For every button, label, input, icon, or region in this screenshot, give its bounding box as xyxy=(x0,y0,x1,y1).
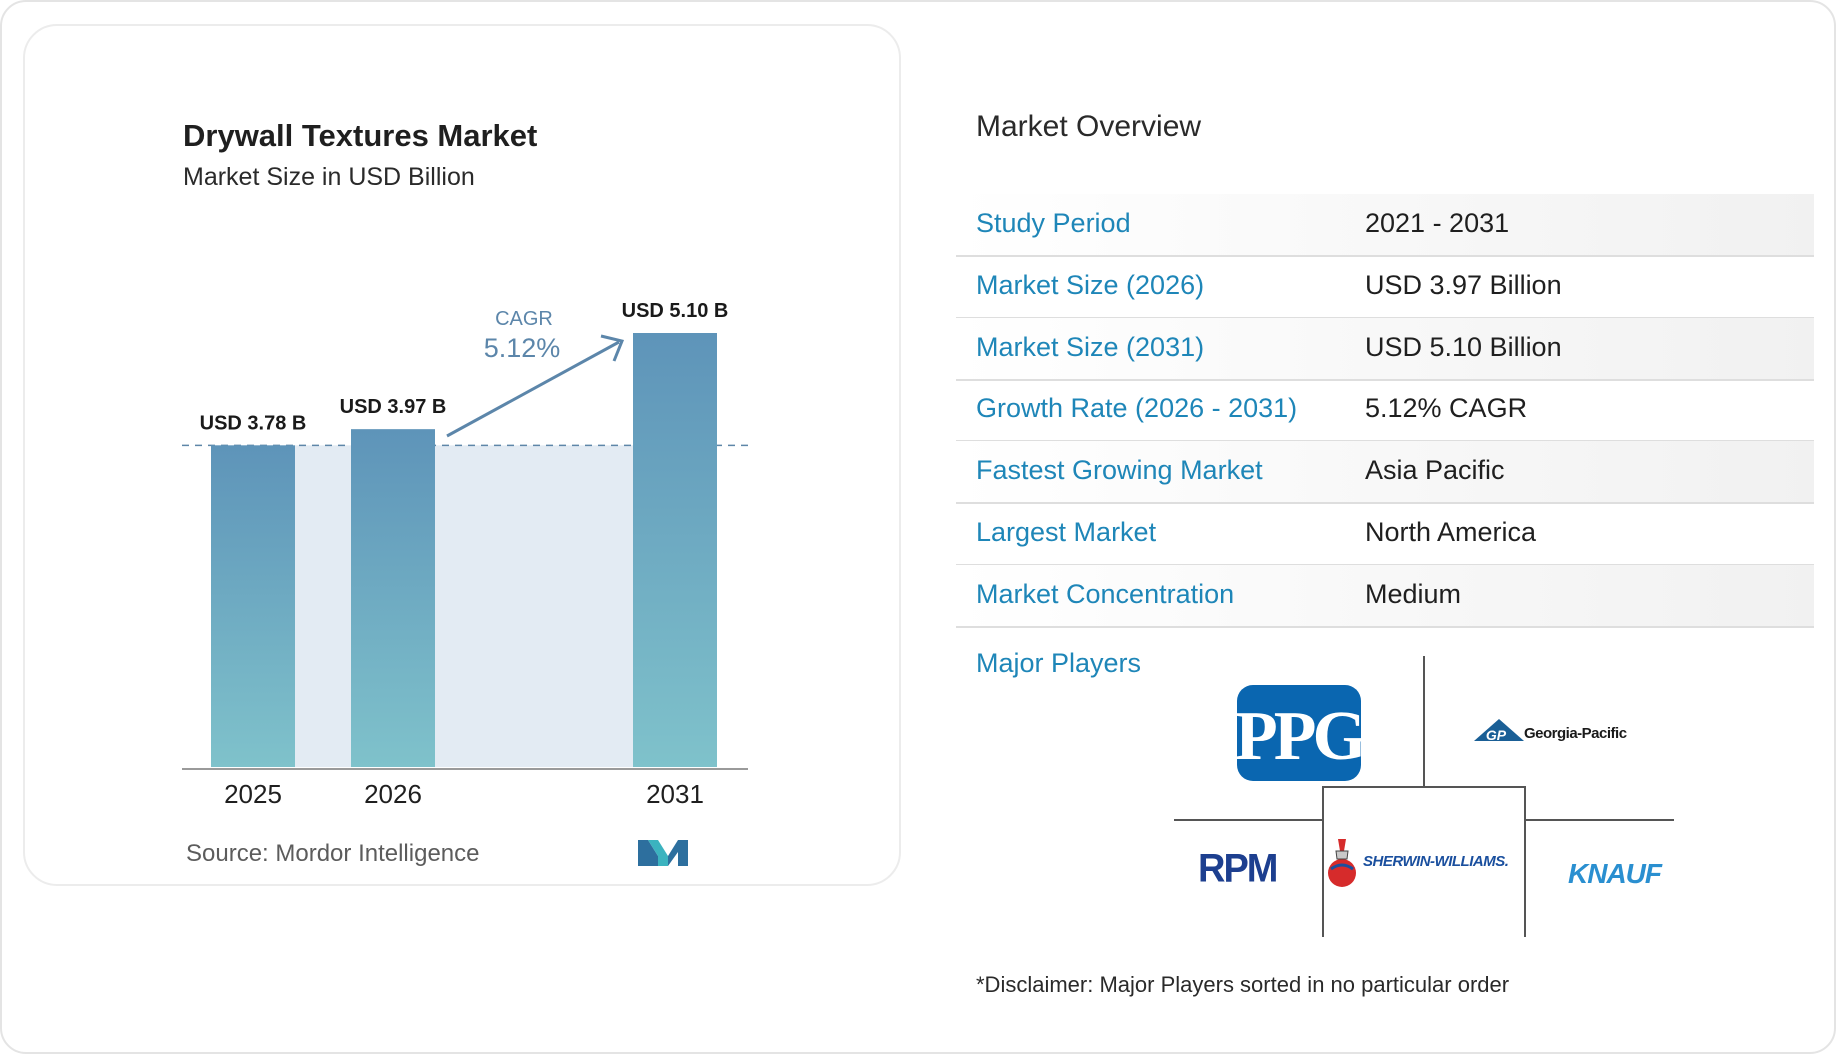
overview-row: Market Size (2031) USD 5.10 Billion xyxy=(956,318,1814,381)
overview-value: North America xyxy=(1365,517,1537,547)
overview-row: Study Period 2021 - 2031 xyxy=(956,194,1814,257)
data-label-2026: USD 3.97 B xyxy=(340,396,447,418)
overview-value: USD 3.97 Billion xyxy=(1365,270,1562,300)
ppg-logo: PPG xyxy=(1237,685,1361,781)
bar-2025 xyxy=(211,445,295,767)
georgia-pacific-mark: GP xyxy=(1474,719,1524,743)
overview-label: Largest Market xyxy=(976,517,1157,547)
players-grid-line xyxy=(1322,786,1526,788)
disclaimer-text: *Disclaimer: Major Players sorted in no … xyxy=(976,972,1510,997)
rpm-logo: RPM xyxy=(1198,847,1278,892)
players-grid-line xyxy=(1322,786,1324,937)
players-grid-line xyxy=(1423,656,1425,786)
cagr-value: 5.12% xyxy=(484,333,561,363)
overview-value: Asia Pacific xyxy=(1365,455,1505,485)
major-players-title: Major Players xyxy=(976,648,1142,678)
overview-label: Growth Rate (2026 - 2031) xyxy=(976,393,1298,423)
cagr-arrowhead xyxy=(600,334,625,362)
overview-label: Study Period xyxy=(976,208,1131,238)
overview-value: Medium xyxy=(1365,579,1462,609)
overview-row: Market Size (2026) USD 3.97 Billion xyxy=(956,256,1814,319)
svg-text:PPG: PPG xyxy=(1237,698,1361,775)
players-grid-line xyxy=(1174,819,1324,821)
chart-subtitle: Market Size in USD Billion xyxy=(183,163,475,191)
mordor-intelligence-logo xyxy=(638,840,688,866)
x-tick-label-2026: 2026 xyxy=(364,779,422,809)
overview-label: Market Size (2031) xyxy=(976,332,1205,362)
x-tick-label-2031: 2031 xyxy=(646,779,704,809)
source-text: Source: Mordor Intelligence xyxy=(186,840,480,867)
georgia-pacific-wordmark: Georgia-Pacific xyxy=(1524,725,1627,742)
data-label-2025: USD 3.78 B xyxy=(200,412,307,434)
overview-value: 2021 - 2031 xyxy=(1365,208,1510,238)
cagr-arrow xyxy=(446,340,620,438)
overview-label: Fastest Growing Market xyxy=(976,455,1263,485)
sherwin-williams-globe-icon xyxy=(1328,839,1356,887)
overview-row: Largest Market North America xyxy=(956,503,1814,566)
chart-title: Drywall Textures Market xyxy=(183,118,538,153)
data-label-2031: USD 5.10 B xyxy=(622,300,729,322)
overview-row: Market Concentration Medium xyxy=(956,565,1814,628)
bar-chart: USD 3.78 B 2025 USD 3.97 B 2026 USD 5.10 B 20… xyxy=(182,300,750,809)
sherwin-williams-wordmark: SHERWIN-WILLIAMS. xyxy=(1363,853,1509,870)
cagr-label: CAGR xyxy=(495,308,553,330)
market-overview-title: Market Overview xyxy=(976,110,1202,143)
overview-row: Growth Rate (2026 - 2031) 5.12% CAGR xyxy=(956,379,1814,442)
overview-value: 5.12% CAGR xyxy=(1365,393,1528,423)
georgia-pacific-logo: GP Georgia-Pacific xyxy=(1474,717,1634,747)
players-grid-line xyxy=(1524,786,1526,937)
overview-row: Fastest Growing Market Asia Pacific xyxy=(956,441,1814,504)
bar-2031 xyxy=(633,333,717,767)
sherwin-williams-logo: SHERWIN-WILLIAMS. xyxy=(1325,835,1525,895)
overview-label: Market Concentration xyxy=(976,579,1235,609)
x-tick-label-2025: 2025 xyxy=(224,779,282,809)
bar-2026 xyxy=(351,429,435,767)
overview-label: Market Size (2026) xyxy=(976,270,1205,300)
svg-text:GP: GP xyxy=(1486,727,1507,743)
players-grid-line xyxy=(1524,819,1674,821)
overview-value: USD 5.10 Billion xyxy=(1365,332,1562,362)
knauf-logo: KNAUF xyxy=(1568,858,1662,889)
